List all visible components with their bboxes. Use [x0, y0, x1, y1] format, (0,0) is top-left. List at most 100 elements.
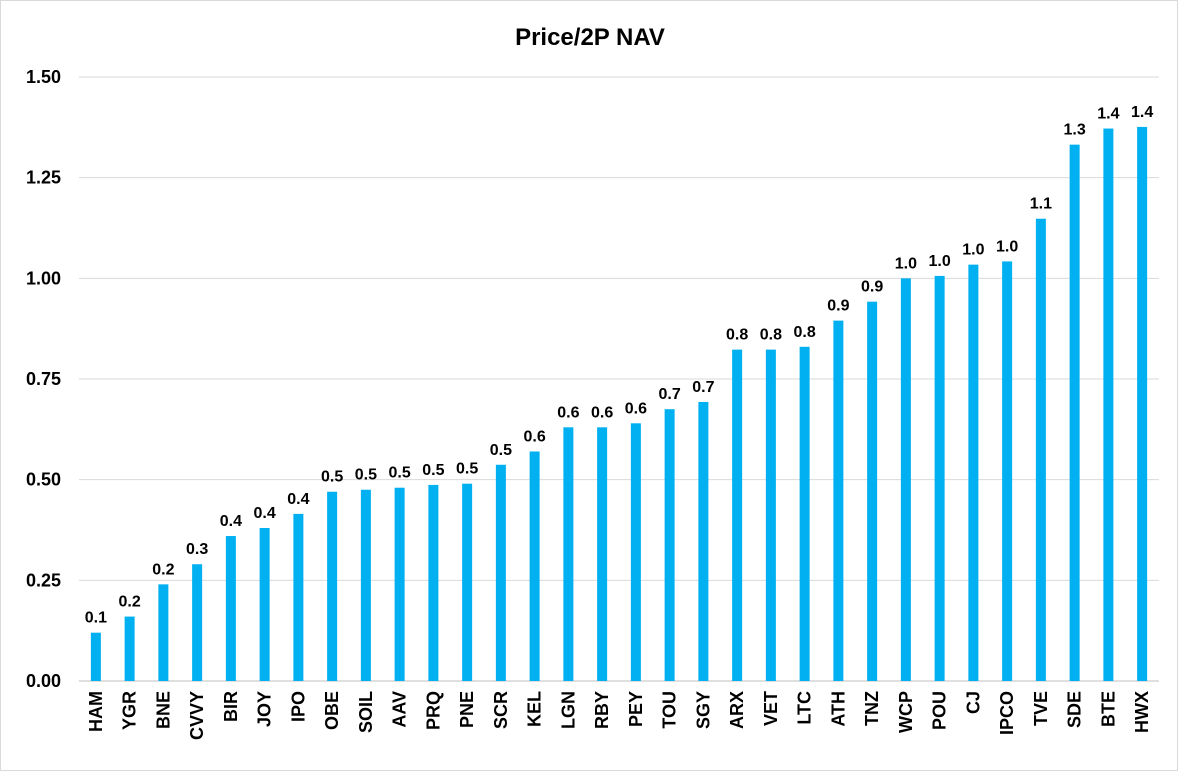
data-label-prq: 0.5 [422, 462, 444, 479]
bars [90, 126, 1148, 682]
data-label-bne: 0.2 [152, 561, 174, 578]
bar-bte [1103, 128, 1114, 682]
data-label-pey: 0.6 [625, 400, 647, 417]
bar-tve [1035, 218, 1046, 682]
bar-ham [90, 632, 101, 681]
data-label-ipo: 0.4 [287, 491, 309, 508]
x-tick-label-ygr: YGR [120, 691, 140, 730]
data-label-tou: 0.7 [659, 386, 681, 403]
data-label-scr: 0.5 [490, 442, 512, 459]
data-label-ham: 0.1 [85, 610, 107, 627]
bar-joy [259, 527, 270, 681]
data-label-obe: 0.5 [321, 469, 343, 486]
bar-ipco [1002, 261, 1013, 681]
bar-pou [934, 275, 945, 681]
data-label-arx: 0.8 [726, 327, 748, 344]
x-tick-label-scr: SCR [491, 691, 511, 729]
x-tick-label-pey: PEY [626, 691, 646, 727]
data-label-bir: 0.4 [220, 513, 242, 530]
x-tick-label-obe: OBE [322, 691, 342, 730]
data-label-wcp: 1.0 [895, 255, 917, 272]
x-tick-label-ath: ATH [828, 691, 848, 727]
bar-ipo [293, 513, 304, 681]
bar-tou [664, 409, 675, 681]
y-axis-ticks: 0.00 0.25 0.50 0.75 1.00 1.25 1.50 [26, 67, 61, 691]
bar-ygr [124, 616, 135, 681]
bar-bne [158, 584, 169, 681]
bar-obe [327, 491, 338, 681]
data-label-hwx: 1.4 [1131, 104, 1153, 121]
data-label-joy: 0.4 [254, 505, 276, 522]
bar-pne [462, 483, 473, 681]
bar-scr [495, 464, 506, 681]
bar-tnz [867, 301, 878, 681]
data-label-sgy: 0.7 [692, 379, 714, 396]
bar-lgn [563, 427, 574, 681]
gridlines [79, 76, 1159, 682]
x-tick-label-sde: SDE [1065, 691, 1085, 728]
bar-aav [394, 487, 405, 681]
y-tick-label: 1.00 [26, 268, 61, 288]
bar-hwx [1137, 126, 1148, 681]
bar-arx [732, 349, 743, 681]
x-tick-label-pou: POU [930, 691, 950, 730]
y-tick-label: 1.25 [26, 168, 61, 188]
data-label-lgn: 0.6 [557, 404, 579, 421]
y-tick-label: 0.50 [26, 470, 61, 490]
x-tick-label-arx: ARX [727, 691, 747, 729]
x-tick-label-lgn: LGN [558, 691, 578, 729]
bar-ltc [799, 346, 810, 681]
y-tick-label: 0.00 [26, 671, 61, 691]
x-tick-label-hwx: HWX [1132, 691, 1152, 733]
y-tick-label: 1.50 [26, 67, 61, 87]
x-tick-label-ipo: IPO [288, 691, 308, 722]
x-tick-label-soil: SOIL [356, 691, 376, 733]
data-label-ipco: 1.0 [996, 238, 1018, 255]
data-label-tnz: 0.9 [861, 279, 883, 296]
x-tick-label-bne: BNE [153, 691, 173, 729]
x-tick-label-prq: PRQ [423, 691, 443, 730]
x-tick-label-wcp: WCP [896, 691, 916, 733]
data-label-sde: 1.3 [1064, 122, 1086, 139]
x-tick-label-pne: PNE [457, 691, 477, 728]
x-tick-label-joy: JOY [255, 691, 275, 727]
x-tick-label-rby: RBY [592, 691, 612, 729]
bar-vet [765, 349, 776, 681]
data-label-aav: 0.5 [389, 465, 411, 482]
x-tick-label-tnz: TNZ [862, 691, 882, 726]
x-tick-label-vet: VET [761, 691, 781, 726]
y-tick-label: 0.75 [26, 369, 61, 389]
bar-soil [360, 489, 371, 681]
data-label-soil: 0.5 [355, 467, 377, 484]
bar-sgy [698, 401, 709, 681]
data-label-pou: 1.0 [929, 253, 951, 270]
bar-pey [630, 423, 641, 681]
bar-rby [597, 427, 608, 681]
x-tick-label-sgy: SGY [693, 691, 713, 729]
data-label-rby: 0.6 [591, 404, 613, 421]
data-label-ltc: 0.8 [794, 324, 816, 341]
chart-title: Price/2P NAV [515, 24, 665, 51]
data-label-kel: 0.6 [524, 428, 546, 445]
x-tick-label-kel: KEL [525, 691, 545, 727]
data-label-ygr: 0.2 [119, 594, 141, 611]
x-tick-label-aav: AAV [390, 691, 410, 728]
x-tick-label-bte: BTE [1098, 691, 1118, 727]
data-labels: 0.1 0.2 0.2 0.3 0.4 0.4 0.4 0.5 0.5 0.5 0.5 0.5 0.5 0… [85, 104, 1154, 627]
x-axis-ticks: HAM YGR BNE CVVY BIR JOY IPO OBE SOIL AAV PRQ PNE SC… [86, 691, 1152, 740]
x-tick-label-tve: TVE [1031, 691, 1051, 726]
x-tick-label-cvvy: CVVY [187, 691, 207, 740]
bar-bir [225, 536, 236, 681]
bar-prq [428, 484, 439, 681]
bar-wcp [900, 278, 911, 681]
y-tick-label: 0.25 [26, 570, 61, 590]
bar-cvvy [192, 564, 203, 681]
x-tick-label-cj: CJ [963, 691, 983, 714]
x-tick-label-bir: BIR [221, 691, 241, 722]
data-label-ath: 0.9 [827, 298, 849, 315]
bar-sde [1069, 144, 1080, 681]
data-label-cvvy: 0.3 [186, 541, 208, 558]
x-tick-label-ham: HAM [86, 691, 106, 732]
